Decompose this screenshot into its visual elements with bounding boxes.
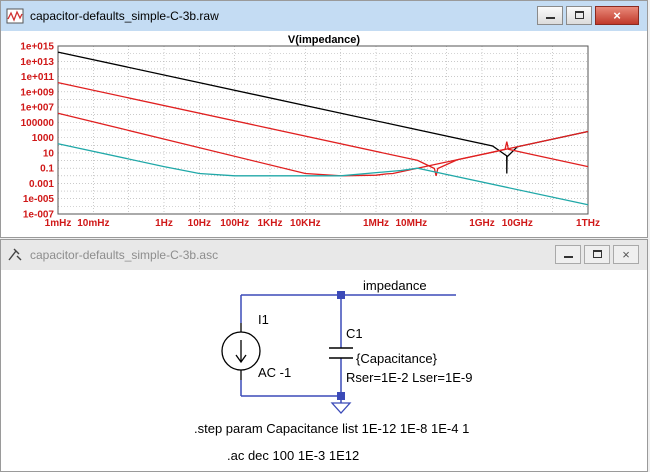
capacitor-value[interactable]: {Capacitance} xyxy=(356,351,438,366)
x-tick-label: 1Hz xyxy=(155,218,173,229)
schematic-minimize-button[interactable] xyxy=(555,245,581,264)
impedance-chart[interactable]: V(impedance) 1e+015 1e+013 1e+011 1e+009 1e+… xyxy=(1,31,647,237)
series-line-3[interactable] xyxy=(57,143,589,206)
y-tick-label: 0.1 xyxy=(40,164,54,175)
x-tick-label: 10GHz xyxy=(502,218,533,229)
plot-window: capacitor-defaults_simple-C-3b.raw × V(i… xyxy=(0,0,648,238)
schematic-window-title: capacitor-defaults_simple-C-3b.asc xyxy=(30,248,219,262)
x-tick-label: 1THz xyxy=(576,218,600,229)
current-source-symbol[interactable] xyxy=(221,323,261,380)
schematic-close-button[interactable]: × xyxy=(613,245,639,264)
y-tick-label: 1e+009 xyxy=(20,87,54,98)
capacitor-params[interactable]: Rser=1E-2 Lser=1E-9 xyxy=(346,370,472,385)
maximize-icon xyxy=(575,11,584,19)
y-tick-label: 1e-005 xyxy=(23,194,55,205)
y-tick-label: 1e+011 xyxy=(21,72,55,83)
waveform-app-icon xyxy=(6,8,24,24)
plot-window-titlebar[interactable]: capacitor-defaults_simple-C-3b.raw × xyxy=(1,1,647,31)
spice-directive-ac[interactable]: .ac dec 100 1E-3 1E12 xyxy=(227,448,359,463)
minimize-icon xyxy=(546,17,555,19)
series-line-1[interactable] xyxy=(57,81,589,176)
y-tick-label: 1e+015 xyxy=(20,42,54,53)
net-junction-top[interactable] xyxy=(337,291,345,299)
x-tick-label: 10mHz xyxy=(77,218,109,229)
capacitor-name[interactable]: C1 xyxy=(346,326,363,341)
y-tick-label: 1e+013 xyxy=(20,57,54,68)
schematic-window: capacitor-defaults_simple-C-3b.asc × xyxy=(0,239,648,472)
maximize-icon xyxy=(593,250,602,258)
x-tick-label: 1MHz xyxy=(363,218,389,229)
source-name[interactable]: I1 xyxy=(258,312,269,327)
y-tick-label: 1e+007 xyxy=(20,103,54,114)
x-tick-label: 1KHz xyxy=(257,218,282,229)
y-tick-label: 0.001 xyxy=(29,179,54,190)
wires xyxy=(240,294,456,403)
schematic-window-titlebar[interactable]: capacitor-defaults_simple-C-3b.asc × xyxy=(1,240,647,270)
schematic-maximize-button[interactable] xyxy=(584,245,610,264)
y-tick-label: 10 xyxy=(43,148,55,159)
schematic-canvas[interactable]: impedance I1 AC -1 C1 {Capacitance} Rser… xyxy=(1,270,647,471)
y-tick-label: 1e-007 xyxy=(23,210,55,221)
capacitor-symbol[interactable] xyxy=(329,347,353,359)
y-tick-label: 100000 xyxy=(21,118,55,129)
chart-title: V(impedance) xyxy=(288,34,360,46)
net-junction-bottom[interactable] xyxy=(337,392,345,400)
spice-directive-step[interactable]: .step param Capacitance list 1E-12 1E-8 … xyxy=(194,421,469,436)
x-tick-label: 10Hz xyxy=(188,218,211,229)
schematic-app-icon xyxy=(8,248,22,261)
series-line-0[interactable] xyxy=(57,51,589,174)
x-tick-label: 100Hz xyxy=(220,218,249,229)
minimize-icon xyxy=(564,256,573,258)
source-value[interactable]: AC -1 xyxy=(258,365,291,380)
x-tick-label: 10MHz xyxy=(395,218,427,229)
y-tick-label: 1000 xyxy=(32,133,55,144)
x-tick-label: 1mHz xyxy=(45,218,72,229)
plot-close-button[interactable]: × xyxy=(595,6,639,25)
plot-area[interactable] xyxy=(57,45,589,215)
plot-minimize-button[interactable] xyxy=(537,6,563,25)
plot-window-title: capacitor-defaults_simple-C-3b.raw xyxy=(30,9,219,23)
plot-maximize-button[interactable] xyxy=(566,6,592,25)
ground-symbol[interactable] xyxy=(330,402,352,414)
x-tick-label: 1GHz xyxy=(469,218,495,229)
close-icon: × xyxy=(622,247,630,262)
x-tick-label: 10KHz xyxy=(290,218,321,229)
close-icon: × xyxy=(613,8,621,23)
net-label-impedance[interactable]: impedance xyxy=(363,278,427,293)
